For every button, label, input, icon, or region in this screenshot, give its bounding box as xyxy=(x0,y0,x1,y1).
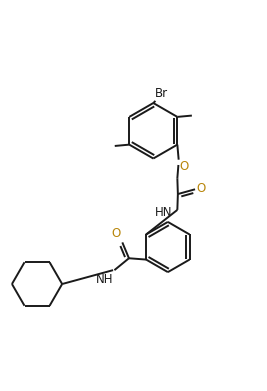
Text: NH: NH xyxy=(96,273,113,286)
Text: O: O xyxy=(111,227,120,240)
Text: O: O xyxy=(180,160,189,173)
Text: O: O xyxy=(196,182,206,195)
Text: Br: Br xyxy=(155,87,168,100)
Text: HN: HN xyxy=(155,206,172,219)
